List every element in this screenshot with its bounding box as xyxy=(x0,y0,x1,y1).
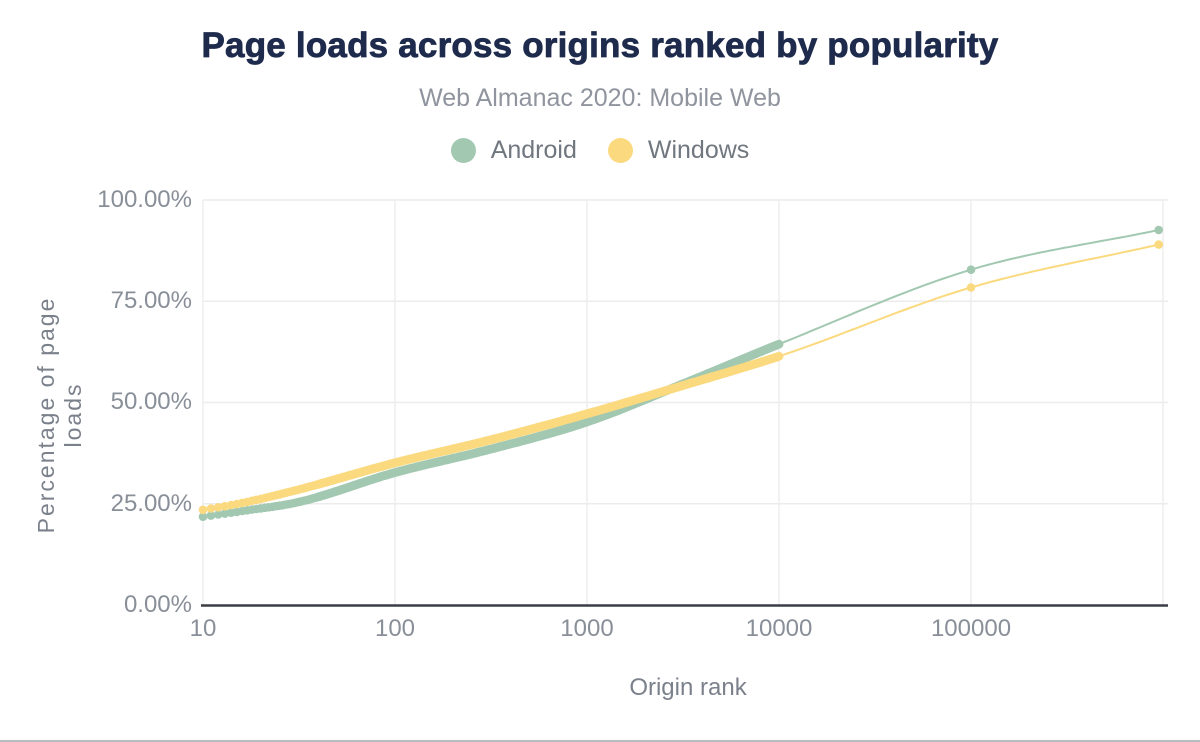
legend-label-android: Android xyxy=(490,136,577,164)
data-point[interactable] xyxy=(213,510,223,519)
legend-label-windows: Windows xyxy=(647,136,750,164)
legend-item-windows[interactable]: Windows xyxy=(607,136,750,165)
android-series-dot-icon xyxy=(450,138,476,163)
x-tick-10000: 10000 xyxy=(745,615,813,642)
x-tick-100: 100 xyxy=(374,615,416,642)
y-tick-75: 75.00% xyxy=(110,287,192,314)
y-tick-100: 100.00% xyxy=(97,186,192,213)
legend: Android Windows xyxy=(0,136,1200,165)
x-axis-title: Origin rank xyxy=(629,674,747,701)
data-point[interactable] xyxy=(198,505,208,515)
data-point[interactable] xyxy=(206,511,216,520)
data-point[interactable] xyxy=(198,512,208,521)
y-tick-0: 0.00% xyxy=(123,591,192,618)
tail-line[interactable] xyxy=(778,243,1159,358)
legend-item-android[interactable]: Android xyxy=(450,136,577,165)
series-windows[interactable] xyxy=(198,240,1163,515)
data-point-marker[interactable] xyxy=(1154,225,1163,235)
y-axis-title: Percentage of page loads xyxy=(33,296,86,534)
y-tick-50: 50.00% xyxy=(110,388,192,415)
chart-subtitle: Web Almanac 2020: Mobile Web xyxy=(419,84,781,112)
data-point-marker[interactable] xyxy=(1154,240,1163,249)
windows-series-dot-icon xyxy=(607,138,633,163)
data-point[interactable] xyxy=(206,504,216,513)
y-tick-25: 25.00% xyxy=(110,490,192,517)
x-tick-10: 10 xyxy=(189,615,217,642)
data-point-marker[interactable] xyxy=(966,283,976,292)
x-tick-100000: 100000 xyxy=(930,615,1012,642)
x-tick-1000: 1000 xyxy=(560,615,614,642)
data-point-marker[interactable] xyxy=(966,265,976,275)
page-title: Page loads across origins ranked by popu… xyxy=(201,26,999,66)
data-point[interactable] xyxy=(213,503,223,512)
figure-bottom-border xyxy=(0,740,1200,742)
dense-band[interactable] xyxy=(314,351,784,489)
